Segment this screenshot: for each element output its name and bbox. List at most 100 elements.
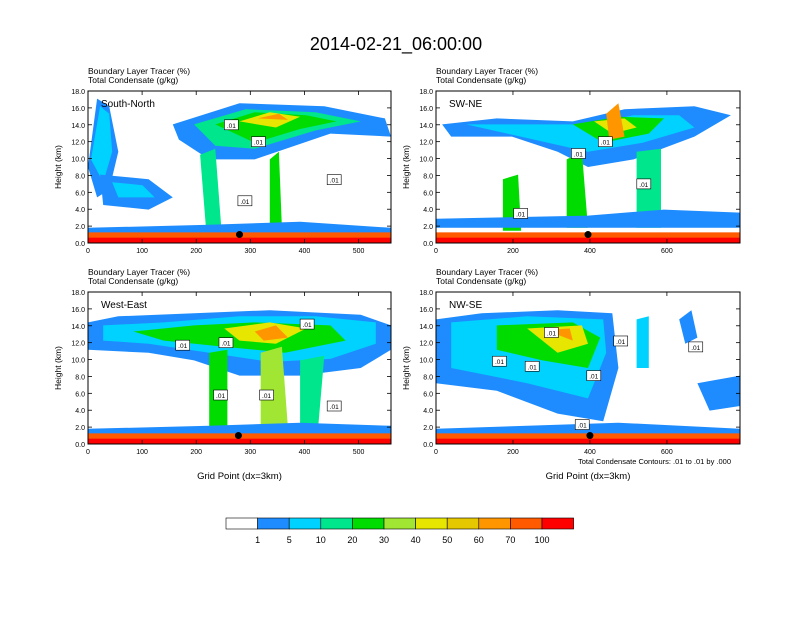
plot-frame [435, 90, 741, 244]
contour-label: .01 [574, 151, 583, 158]
contour-label: .01 [639, 182, 648, 189]
y-tick-label: 6.0 [75, 391, 85, 398]
x-tick-label: 200 [507, 449, 519, 456]
chart-panel: Boundary Layer Tracer (%)Total Condensat… [53, 66, 392, 255]
colorbar-label: 30 [379, 535, 389, 545]
colorbar-label: 70 [505, 535, 515, 545]
colorbar-swatch [415, 517, 448, 530]
contour-label-box [492, 355, 507, 367]
x-tick-label: 200 [190, 449, 202, 456]
y-tick-label: 0.0 [75, 241, 85, 248]
location-marker [234, 432, 242, 440]
contour-label: .01 [262, 393, 271, 400]
tracer-region [88, 422, 391, 437]
contour-label-box [251, 136, 266, 147]
contour-label-box [326, 174, 342, 185]
panel-label: NW-SE [449, 300, 482, 311]
contour-label-box [326, 400, 342, 412]
x-tick-label: 0 [434, 248, 438, 255]
y-tick-label: 16.0 [419, 307, 433, 314]
figure-title: 2014-02-21_06:00:00 [310, 34, 482, 55]
contour-label-box [636, 178, 652, 190]
y-tick-label: 2.0 [423, 425, 433, 432]
tracer-region [209, 349, 228, 429]
y-tick-label: 18.0 [71, 290, 85, 297]
y-tick-label: 4.0 [75, 207, 85, 214]
colorbar-swatch [352, 517, 385, 530]
colorbar-label: 40 [411, 535, 421, 545]
colorbar-swatch [478, 517, 511, 530]
contour-label: .01 [495, 359, 504, 366]
x-tick-label: 100 [136, 248, 148, 255]
y-tick-label: 0.0 [423, 442, 433, 449]
x-tick-label: 500 [353, 248, 365, 255]
colorbar-label: 5 [287, 535, 292, 545]
contour-label: .01 [547, 331, 556, 338]
tracer-region [527, 325, 588, 353]
contour-label: .01 [221, 341, 230, 348]
contour-label-box [688, 341, 704, 353]
y-axis-label: Height (km) [401, 346, 411, 390]
y-tick-label: 0.0 [75, 442, 85, 449]
contour-label-box [613, 335, 629, 347]
y-tick-label: 8.0 [423, 374, 433, 381]
panel-heading-condensate: Total Condensate (g/kg) [88, 276, 178, 286]
contour-label-box [598, 136, 613, 147]
y-tick-label: 12.0 [71, 341, 85, 348]
tracer-region [697, 375, 740, 411]
contour-label: .01 [589, 374, 598, 381]
x-tick-label: 0 [86, 248, 90, 255]
y-tick-label: 6.0 [423, 391, 433, 398]
contour-label-box [218, 337, 234, 348]
chart-panel: Boundary Layer Tracer (%)Total Condensat… [401, 66, 741, 255]
colorbar-label: 1 [255, 535, 260, 545]
colorbar-legend: 1 5 10 20 30 40 50 60 70 100 [225, 517, 574, 545]
contour-label: .01 [601, 140, 610, 147]
contour-label-box [299, 318, 315, 330]
boundary-layer-core [88, 438, 391, 444]
tracer-region [260, 346, 288, 429]
contour-label-box [574, 419, 590, 430]
y-axis-label: Height (km) [401, 145, 411, 189]
panel-label: SW-NE [449, 99, 482, 110]
tracer-region [636, 316, 649, 368]
contour-label: .01 [227, 123, 236, 130]
x-axis-label: Grid Point (dx=3km) [197, 471, 282, 482]
contour-label: .01 [216, 393, 225, 400]
x-tick-label: 0 [434, 449, 438, 456]
tracer-region [679, 310, 698, 344]
y-tick-label: 18.0 [419, 89, 433, 96]
x-tick-label: 400 [299, 248, 311, 255]
contour-label: .01 [178, 343, 187, 350]
colorbar-swatch [383, 517, 416, 530]
colorbar-swatch [510, 517, 543, 530]
location-marker [584, 231, 592, 239]
colorbar-label: 20 [347, 535, 357, 545]
colorbar-swatch [446, 517, 480, 530]
y-tick-label: 12.0 [419, 341, 433, 348]
x-tick-label: 400 [299, 449, 311, 456]
location-marker [236, 231, 243, 239]
tracer-region [436, 209, 740, 228]
plot-frame [87, 90, 392, 244]
contour-label: .01 [254, 140, 263, 147]
y-tick-label: 2.0 [75, 425, 85, 432]
x-tick-label: 600 [661, 248, 673, 255]
contour-label-box [175, 339, 190, 351]
colorbar-swatch [541, 517, 574, 530]
y-tick-label: 8.0 [75, 173, 85, 180]
location-marker [586, 432, 594, 440]
y-tick-label: 10.0 [419, 157, 433, 164]
y-tick-label: 0.0 [423, 241, 433, 248]
tracer-region [269, 151, 282, 231]
y-tick-label: 6.0 [423, 190, 433, 197]
contour-label: .01 [330, 404, 339, 411]
contour-label: .01 [330, 178, 339, 185]
x-tick-label: 300 [244, 449, 256, 456]
contour-label-box [571, 148, 586, 159]
contour-label: .01 [616, 339, 625, 346]
tracer-region [112, 182, 155, 198]
contour-label-box [544, 327, 559, 338]
y-tick-label: 2.0 [75, 224, 85, 231]
